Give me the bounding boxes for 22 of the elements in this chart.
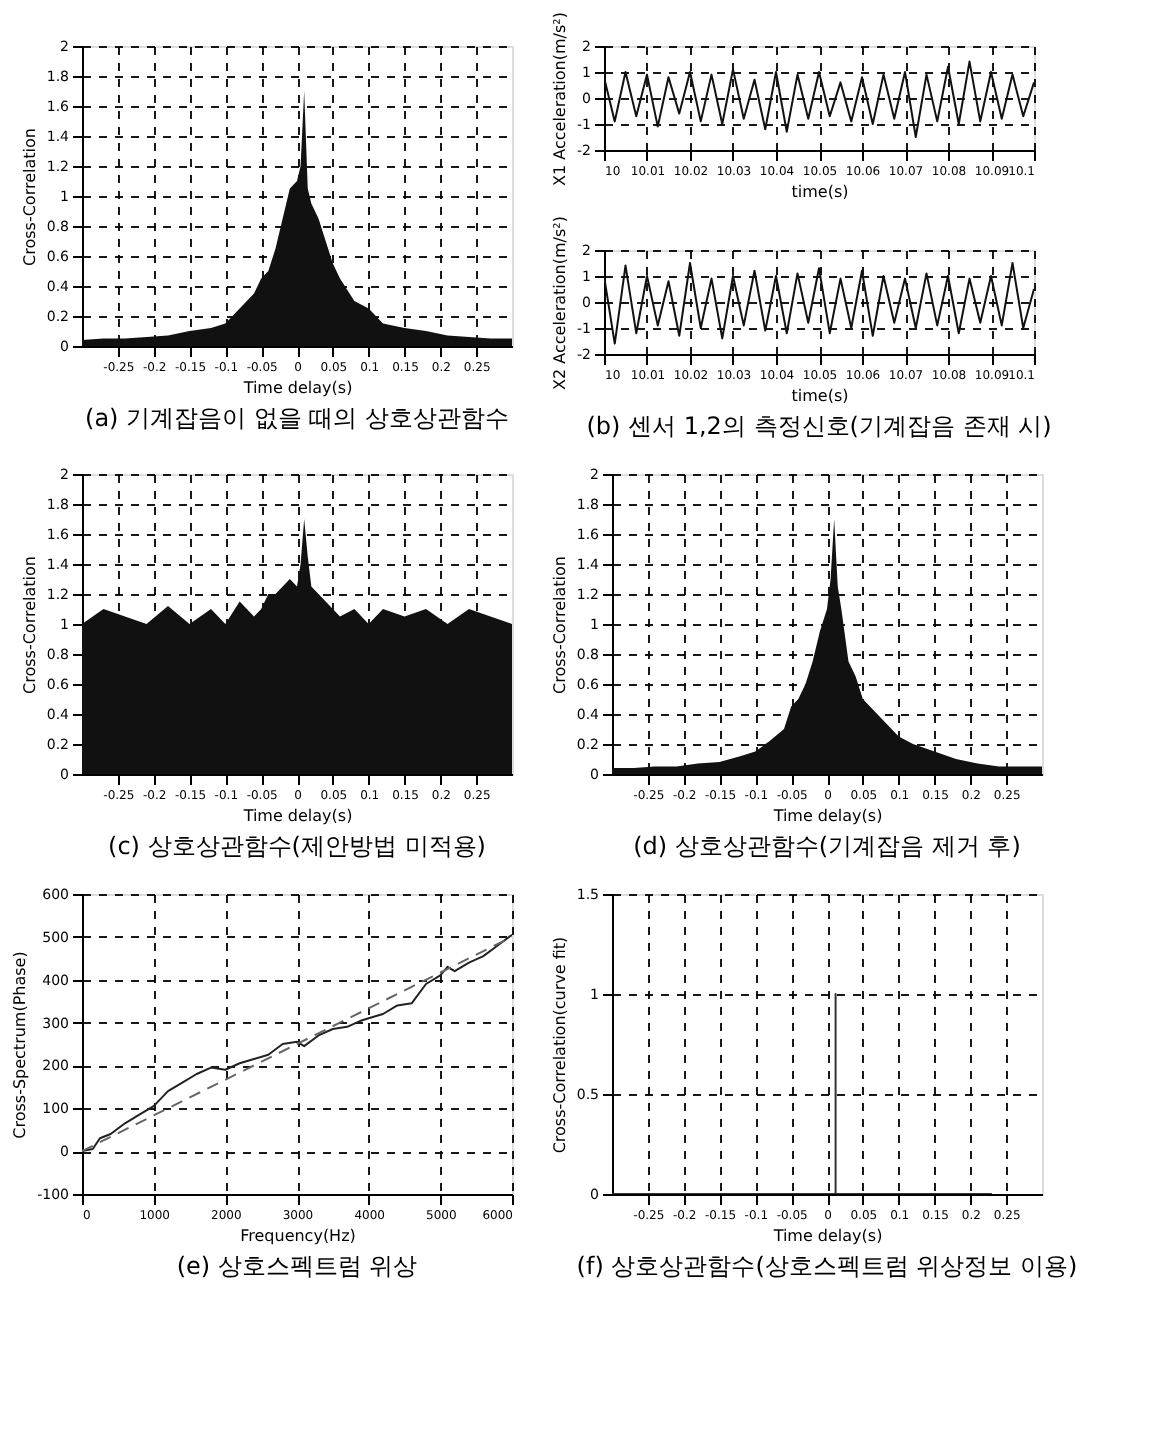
y-axis-title: Cross-Correlation(curve fit)	[550, 936, 569, 1154]
y-axis-title: X2 Acceleration(m/s²)	[551, 216, 570, 390]
x-axis-title: Time delay(s)	[771, 807, 883, 825]
x-axis-title: Time delay(s)	[241, 379, 353, 397]
x-axis-title: Time delay(s)	[241, 807, 353, 825]
y-axis-title: Cross-Correlation	[20, 128, 39, 266]
y-axis-title: X1 Acceleration(m/s²)	[551, 12, 570, 186]
line-series	[604, 60, 1034, 138]
text: (e) 상호스펙트럼 위상	[176, 1252, 418, 1280]
x-axis-title: time(s)	[791, 183, 849, 201]
y-axis-title: Cross-Spectrum(Phase)	[11, 951, 30, 1139]
text: (b) 센서 1,2의 측정신호(기계잡음 존재 시)	[586, 412, 1052, 440]
x-axis-title: Frequency(Hz)	[240, 1227, 356, 1245]
x-axis-title: Time delay(s)	[771, 1227, 883, 1245]
text: (a) 기계잡음이 없을 때의 상호상관함수	[85, 404, 509, 432]
line-series	[604, 262, 1034, 345]
text: (f) 상호상관함수(상호스펙트럼 위상정보 이용)	[576, 1252, 1078, 1280]
x-axis-title: time(s)	[791, 387, 849, 405]
text: (d) 상호상관함수(기계잡음 제거 후)	[633, 832, 1021, 860]
y-axis-title: Cross-Correlation	[20, 556, 39, 694]
text: (c) 상호상관함수(제안방법 미적용)	[108, 832, 486, 860]
y-axis-title: Cross-Correlation	[550, 556, 569, 694]
